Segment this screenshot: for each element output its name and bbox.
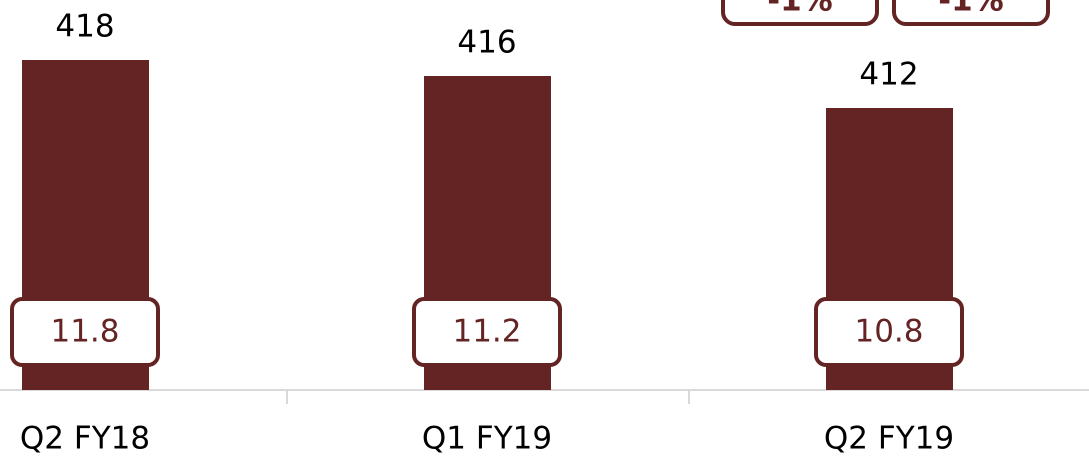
data-label: 412 — [859, 57, 918, 93]
change-label: -1% — [767, 0, 833, 19]
data-label: 416 — [457, 25, 516, 61]
inner-label: 11.2 — [452, 314, 521, 350]
inner-label-box — [814, 297, 964, 367]
x-tick-label: Q2 FY18 — [20, 421, 150, 457]
x-tick-label: Q1 FY19 — [422, 421, 552, 457]
inner-label-box — [412, 297, 562, 367]
inner-label: 10.8 — [854, 314, 923, 350]
data-label: 418 — [55, 9, 114, 45]
x-tick-label: Q2 FY19 — [824, 421, 954, 457]
change-box — [721, 0, 879, 26]
change-box — [892, 0, 1050, 26]
change-label: -1% — [938, 0, 1004, 19]
inner-label: 11.8 — [50, 314, 119, 350]
inner-label-box — [10, 297, 160, 367]
